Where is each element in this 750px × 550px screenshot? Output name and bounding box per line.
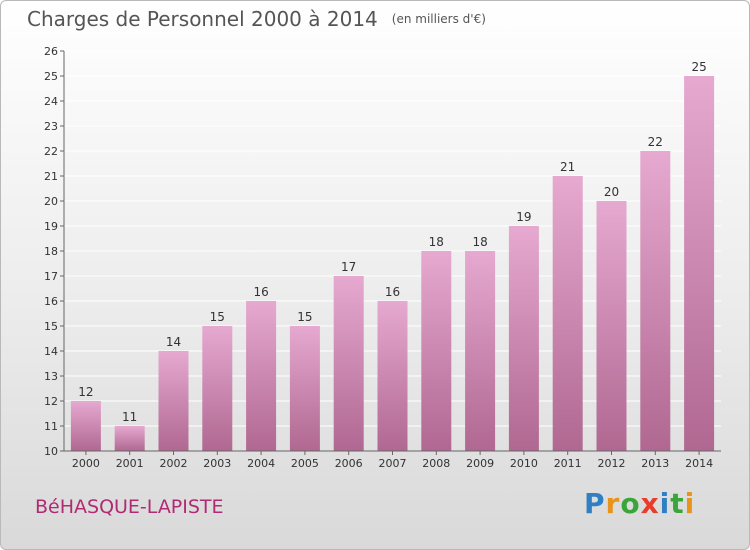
bars (70, 76, 715, 451)
y-tick-label: 26 (44, 45, 58, 58)
data-label-2012: 20 (604, 185, 619, 199)
x-tick-label-2013: 2013 (641, 457, 669, 470)
y-tick-label: 13 (44, 370, 58, 383)
bar-2003 (202, 326, 233, 451)
bar-2002 (158, 351, 189, 451)
logo-letter: t (670, 487, 685, 520)
axes (60, 50, 721, 455)
y-tick-label: 23 (44, 120, 58, 133)
chart-title: Charges de Personnel 2000 à 2014 (en mill… (27, 7, 486, 31)
bar-2005 (289, 326, 320, 451)
y-tick-label: 12 (44, 395, 58, 408)
labels: 10 11 12 13 14 15 16 17 18 19 20 21 22 23 24 25 26 12 2000… (44, 45, 713, 470)
bar-2006 (333, 276, 364, 451)
logo-letter: P (584, 487, 606, 520)
x-tick-label-2008: 2008 (422, 457, 450, 470)
y-tick-label: 25 (44, 70, 58, 83)
x-tick-label-2001: 2001 (116, 457, 144, 470)
x-tick-label-2005: 2005 (291, 457, 319, 470)
x-tick-label-2002: 2002 (160, 457, 188, 470)
bar-2012 (596, 201, 627, 451)
y-tick-label: 10 (44, 445, 58, 458)
commune-name: BéHASQUE-LAPISTE (35, 496, 224, 518)
y-tick-label: 21 (44, 170, 58, 183)
logo-letter: r (605, 487, 621, 520)
data-label-2004: 16 (253, 285, 268, 299)
data-label-2011: 21 (560, 160, 575, 174)
data-label-2006: 17 (341, 260, 356, 274)
data-label-2001: 11 (122, 410, 137, 424)
proxiti-logo: Proxiti (584, 487, 695, 520)
x-tick-label-2004: 2004 (247, 457, 275, 470)
y-tick-label: 18 (44, 245, 58, 258)
logo-letter: i (659, 487, 671, 520)
y-tick-label: 19 (44, 220, 58, 233)
logo-letter: i (684, 487, 696, 520)
y-tick-label: 20 (44, 195, 58, 208)
x-tick-label-2011: 2011 (554, 457, 582, 470)
y-tick-label: 22 (44, 145, 58, 158)
bar-2004 (246, 301, 277, 451)
y-tick-label: 14 (44, 345, 58, 358)
bar-2008 (421, 251, 452, 451)
data-label-2009: 18 (472, 235, 487, 249)
bar-2000 (70, 401, 101, 451)
data-label-2013: 22 (648, 135, 663, 149)
y-tick-label: 17 (44, 270, 58, 283)
unit-note: (en milliers d'€) (391, 12, 486, 26)
y-tick-label: 16 (44, 295, 58, 308)
chart-title-text: Charges de Personnel 2000 à 2014 (27, 7, 378, 31)
data-label-2010: 19 (516, 210, 531, 224)
bar-2014 (684, 76, 715, 451)
data-label-2002: 14 (166, 335, 181, 349)
bar-2011 (552, 176, 583, 451)
y-tick-label: 15 (44, 320, 58, 333)
logo-letter: x (640, 487, 660, 520)
data-label-2000: 12 (78, 385, 93, 399)
bar-2013 (640, 151, 671, 451)
bar-2007 (377, 301, 408, 451)
x-tick-label-2003: 2003 (203, 457, 231, 470)
x-tick-label-2009: 2009 (466, 457, 494, 470)
bar-2001 (114, 426, 145, 451)
bar-2009 (465, 251, 496, 451)
x-tick-label-2006: 2006 (335, 457, 363, 470)
x-tick-label-2007: 2007 (379, 457, 407, 470)
data-label-2014: 25 (691, 60, 706, 74)
logo-letter: o (620, 487, 641, 520)
x-tick-label-2000: 2000 (72, 457, 100, 470)
bar-2010 (508, 226, 539, 451)
data-label-2005: 15 (297, 310, 312, 324)
x-tick-label-2014: 2014 (685, 457, 713, 470)
data-label-2008: 18 (429, 235, 444, 249)
y-tick-label: 24 (44, 95, 58, 108)
data-label-2007: 16 (385, 285, 400, 299)
x-tick-label-2010: 2010 (510, 457, 538, 470)
data-label-2003: 15 (210, 310, 225, 324)
x-tick-label-2012: 2012 (598, 457, 626, 470)
y-tick-label: 11 (44, 420, 58, 433)
